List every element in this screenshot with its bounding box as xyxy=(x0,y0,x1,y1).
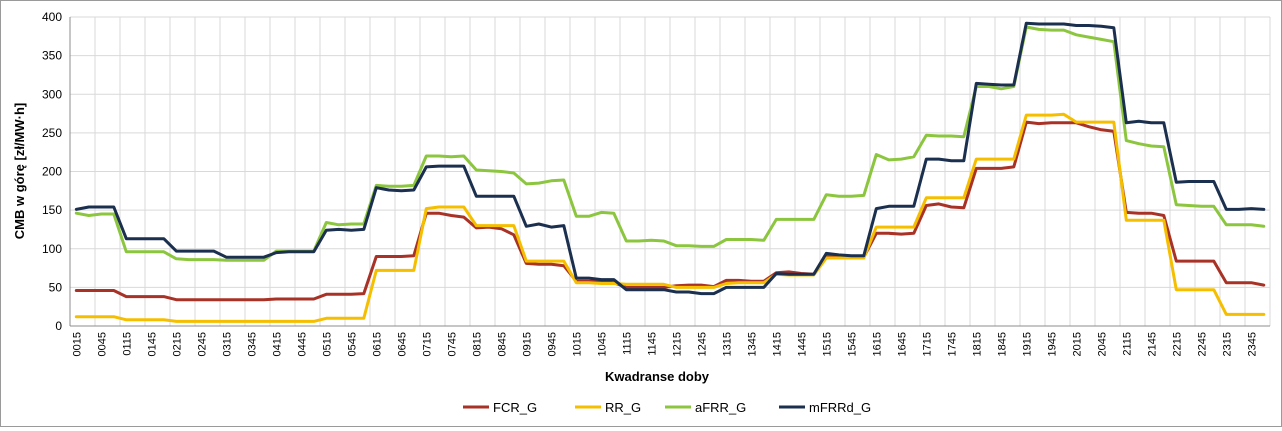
x-tick-label: 1915 xyxy=(1021,332,1033,356)
x-tick-label: 0845 xyxy=(496,332,508,356)
grid-lines xyxy=(69,16,1271,327)
x-tick-label: 0415 xyxy=(271,332,283,356)
x-tick-label: 1315 xyxy=(721,332,733,356)
x-tick-label: 2145 xyxy=(1146,332,1158,356)
x-tick-label: 0245 xyxy=(196,332,208,356)
x-tick-label: 1445 xyxy=(796,332,808,356)
x-tick-label: 1615 xyxy=(871,332,883,356)
x-tick-label: 1345 xyxy=(746,332,758,356)
x-tick-label: 0545 xyxy=(346,332,358,356)
x-tick-label: 1845 xyxy=(996,332,1008,356)
x-tick-labels: 0015 0045 0115 0145 0215 0245 0315 0345 0415 0445… xyxy=(71,332,1258,356)
x-tick-label: 0115 xyxy=(121,332,133,356)
legend: FCR_G RR_G aFRR_G mFRRd_G xyxy=(463,400,871,415)
x-tick-label: 1815 xyxy=(971,332,983,356)
legend-label-rr-g: RR_G xyxy=(605,400,641,415)
x-tick-label: 2045 xyxy=(1096,332,1108,356)
x-tick-label: 2345 xyxy=(1246,332,1258,356)
x-tick-label: 0645 xyxy=(396,332,408,356)
y-tick-label: 50 xyxy=(49,280,63,294)
y-tick-label: 100 xyxy=(42,242,62,256)
x-tick-label: 0445 xyxy=(296,332,308,356)
x-tick-label: 0215 xyxy=(171,332,183,356)
x-tick-label: 1515 xyxy=(821,332,833,356)
series-line-rr-g xyxy=(74,112,1266,323)
x-tick-label: 2015 xyxy=(1071,332,1083,356)
x-tick-label: 0015 xyxy=(71,332,83,356)
x-tick-label: 0515 xyxy=(321,332,333,356)
x-tick-label: 0615 xyxy=(371,332,383,356)
x-tick-label: 1545 xyxy=(846,332,858,356)
y-tick-label: 200 xyxy=(42,165,62,179)
x-tick-label: 0345 xyxy=(246,332,258,356)
y-tick-label: 250 xyxy=(42,126,62,140)
x-tick-label: 0315 xyxy=(221,332,233,356)
y-tick-label: 0 xyxy=(55,319,62,333)
y-tick-label: 400 xyxy=(42,10,62,24)
x-tick-label: 1115 xyxy=(621,332,633,355)
x-tick-label: 0045 xyxy=(96,332,108,356)
x-tick-label: 2115 xyxy=(1121,332,1133,356)
x-tick-label: 0815 xyxy=(471,332,483,356)
x-tick-label: 0745 xyxy=(446,332,458,356)
x-axis-title: Kwadranse doby xyxy=(605,369,710,384)
x-tick-label: 1015 xyxy=(571,332,583,356)
x-tick-label: 1045 xyxy=(596,332,608,356)
x-tick-label: 0715 xyxy=(421,332,433,356)
x-tick-label: 2315 xyxy=(1221,332,1233,356)
x-tick-label: 1215 xyxy=(671,332,683,356)
y-tick-labels: 0 50 100 150 200 250 300 350 400 xyxy=(42,10,62,333)
y-tick-label: 300 xyxy=(42,87,62,101)
y-tick-label: 350 xyxy=(42,49,62,63)
series-line-mfrrd-g xyxy=(74,21,1266,296)
legend-label-afrr-g: aFRR_G xyxy=(695,400,746,415)
x-tick-label: 1415 xyxy=(771,332,783,356)
x-tick-label: 0945 xyxy=(546,332,558,356)
legend-label-fcr-g: FCR_G xyxy=(493,400,537,415)
y-axis-title: CMB w górę [zł/MW·h] xyxy=(12,103,27,239)
x-tick-label: 0915 xyxy=(521,332,533,356)
x-tick-label: 1745 xyxy=(946,332,958,356)
series-lines xyxy=(74,21,1266,323)
x-tick-label: 1945 xyxy=(1046,332,1058,356)
x-tick-label: 1715 xyxy=(921,332,933,356)
y-tick-label: 150 xyxy=(42,203,62,217)
x-tick-label: 1145 xyxy=(646,332,658,356)
axes xyxy=(69,17,1270,327)
x-tick-label: 1645 xyxy=(896,332,908,356)
x-tick-label: 0145 xyxy=(146,332,158,356)
x-tick-label: 2215 xyxy=(1171,332,1183,356)
legend-label-mfrrd-g: mFRRd_G xyxy=(809,400,871,415)
x-tick-label: 2245 xyxy=(1196,332,1208,356)
x-tick-label: 1245 xyxy=(696,332,708,356)
